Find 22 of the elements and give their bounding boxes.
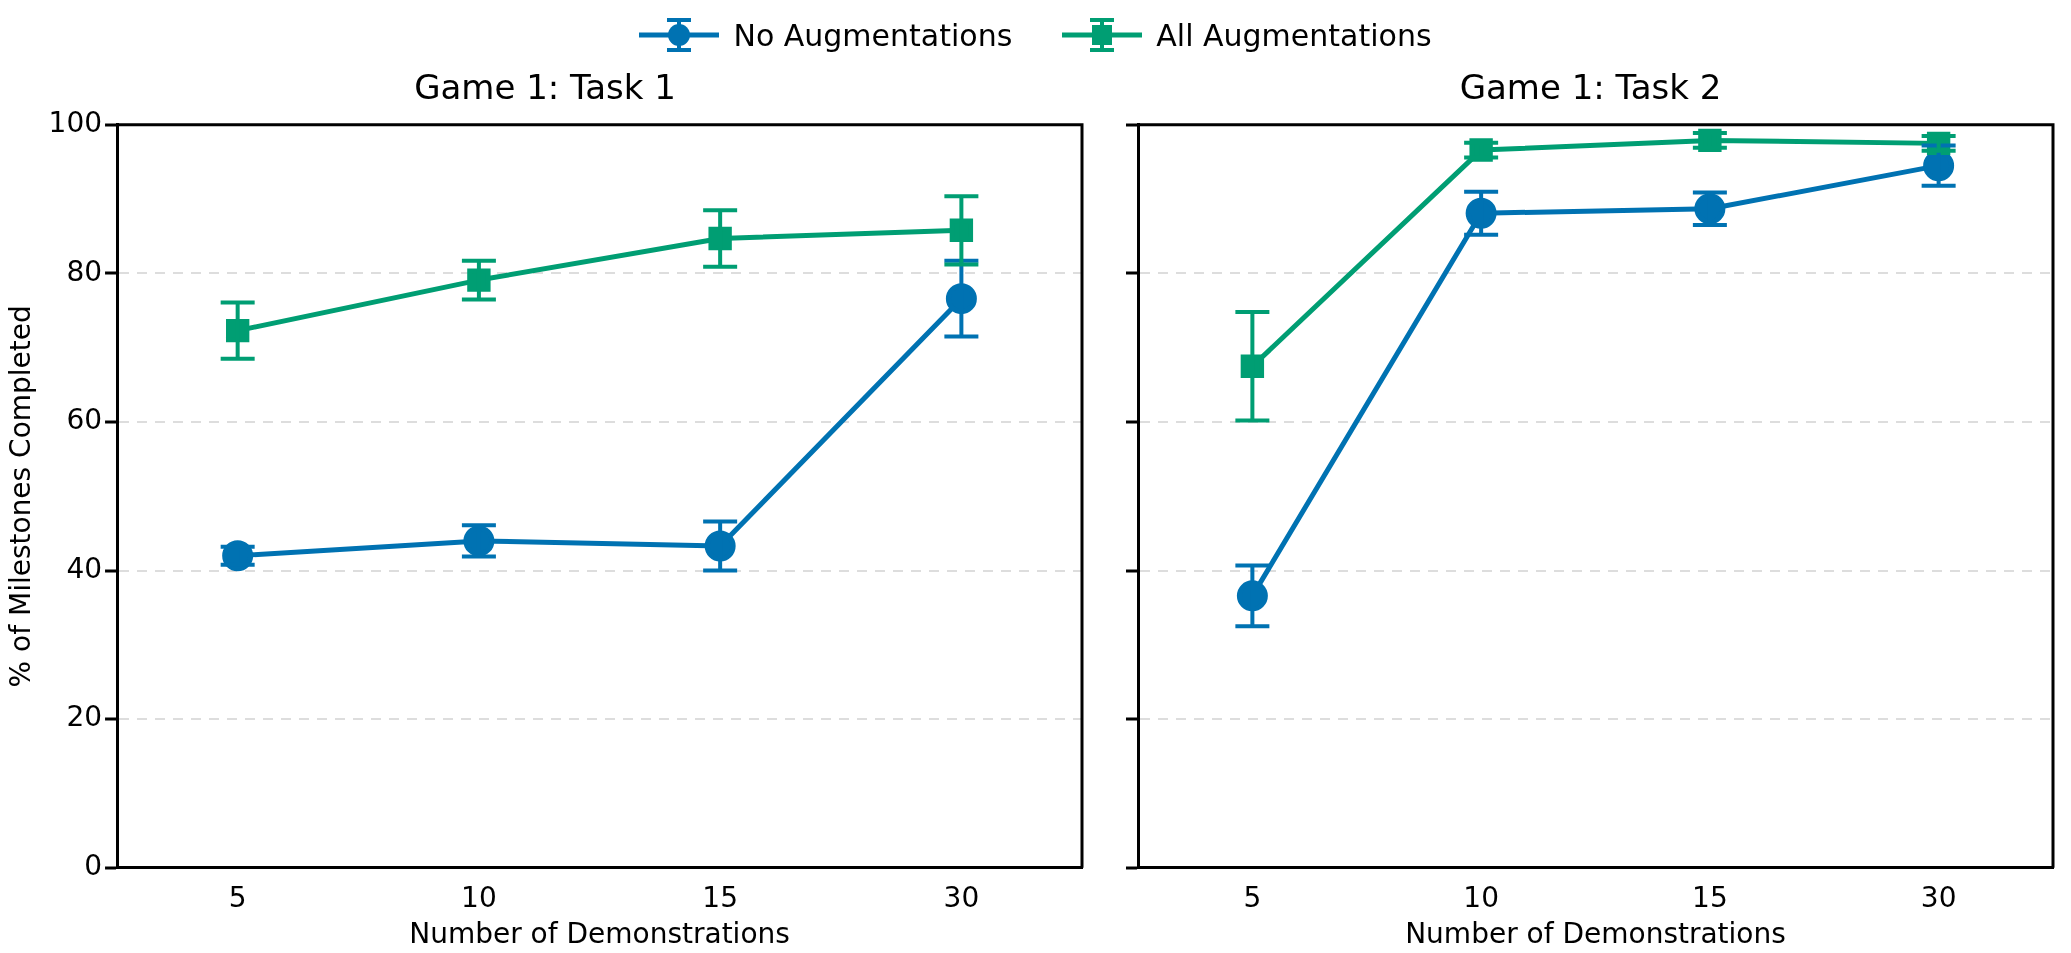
x-tick-label: 10 xyxy=(1463,880,1499,914)
x-tick-label: 10 xyxy=(461,880,497,914)
legend-label: All Augmentations xyxy=(1156,17,1432,53)
y-tick-label: 100 xyxy=(48,106,103,140)
chart-title: Game 1: Task 2 xyxy=(1459,67,1722,108)
y-axis-title: % of Milestones Completed xyxy=(4,305,38,688)
y-tick-label: 0 xyxy=(84,849,103,883)
y-tick-label: 80 xyxy=(66,254,103,288)
y-tick-label: 60 xyxy=(66,403,103,437)
x-tick-label: 15 xyxy=(1692,880,1728,914)
x-tick-label: 30 xyxy=(943,880,980,914)
x-tick-label: 30 xyxy=(1920,880,1957,914)
x-tick-label: 5 xyxy=(228,880,247,914)
legend-label: No Augmentations xyxy=(733,17,1013,53)
y-tick-label: 40 xyxy=(66,551,103,585)
chart-title: Game 1: Task 1 xyxy=(414,67,676,108)
x-axis-title: Number of Demonstrations xyxy=(1405,917,1786,951)
point xyxy=(467,268,491,292)
x-axis-title: Number of Demonstrations xyxy=(409,917,790,951)
x-tick-label: 15 xyxy=(702,880,738,914)
x-tick-label: 5 xyxy=(1243,880,1262,914)
y-tick-label: 20 xyxy=(66,700,103,734)
